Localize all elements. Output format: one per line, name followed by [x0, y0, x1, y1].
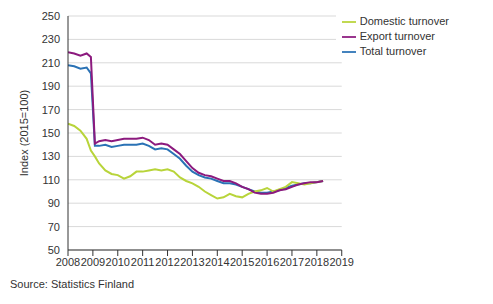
html-text:Domestic turnover: Domestic turnover	[359, 15, 449, 27]
svg-text:110: 110	[42, 174, 60, 186]
svg-text:2011: 2011	[131, 256, 155, 268]
svg-text:2013: 2013	[180, 256, 204, 268]
html-text:Source: Statistics Finland: Source: Statistics Finland	[10, 278, 135, 290]
html-text:Total turnover: Total turnover	[359, 45, 427, 58]
svg-text:190: 190	[42, 80, 60, 92]
html-text:Export turnover: Export turnover	[359, 30, 435, 43]
svg-text:70: 70	[48, 221, 60, 233]
svg-text:210: 210	[42, 57, 60, 69]
svg-text:2008: 2008	[56, 256, 80, 268]
svg-text:50: 50	[48, 244, 60, 256]
svg-text:2014: 2014	[205, 256, 229, 268]
svg-text:250: 250	[42, 10, 60, 22]
svg-text:2019: 2019	[329, 256, 353, 268]
svg-text:Index (2015=100): Index (2015=100)	[18, 90, 30, 177]
svg-text:150: 150	[42, 127, 60, 139]
svg-text:2010: 2010	[106, 256, 130, 268]
svg-text:170: 170	[42, 104, 60, 116]
svg-text:130: 130	[42, 150, 60, 162]
svg-text:2015: 2015	[230, 256, 254, 268]
svg-text:230: 230	[42, 33, 60, 45]
svg-text:90: 90	[48, 197, 60, 209]
svg-text:2012: 2012	[155, 256, 179, 268]
svg-text:2017: 2017	[280, 256, 304, 268]
svg-text:2009: 2009	[81, 256, 105, 268]
svg-text:2018: 2018	[305, 256, 329, 268]
svg-text:2016: 2016	[255, 256, 279, 268]
